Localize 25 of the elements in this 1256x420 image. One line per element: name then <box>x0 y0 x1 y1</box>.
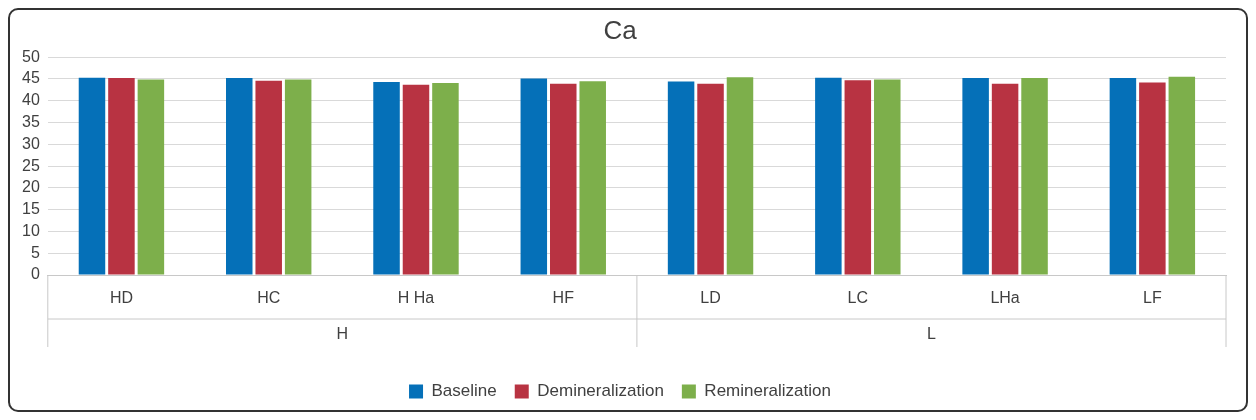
y-tick-label: 30 <box>22 134 40 152</box>
x-tick-label: LF <box>1143 289 1162 307</box>
x-tick-label: HF <box>552 289 575 307</box>
text: H <box>336 325 349 343</box>
y-tick-label: 50 <box>22 47 40 65</box>
y-tick-label: 10 <box>22 221 40 239</box>
legend-label: Baseline <box>431 381 497 401</box>
text: L <box>927 325 936 343</box>
y-tick-label: 25 <box>22 156 40 174</box>
x-tick-label: LHa <box>990 289 1020 307</box>
y-tick-label: 35 <box>22 112 40 130</box>
x-tick-label: LD <box>700 289 721 307</box>
y-tick-label: 15 <box>22 200 40 218</box>
y-tick-label: 5 <box>30 243 40 261</box>
legend-label: Remineralization <box>704 381 831 401</box>
x-tick-label: LC <box>847 289 869 307</box>
x-tick-label: HC <box>257 289 281 307</box>
y-tick-label: 20 <box>22 178 40 196</box>
chart-title: Ca <box>603 14 638 45</box>
y-tick-label: 0 <box>30 265 40 283</box>
y-tick-label: 45 <box>22 69 40 87</box>
x-tick-label: HD <box>109 289 133 307</box>
x-tick-label: H Ha <box>397 289 435 307</box>
y-tick-label: 40 <box>22 91 40 109</box>
legend-label: Demineralization <box>537 381 664 401</box>
